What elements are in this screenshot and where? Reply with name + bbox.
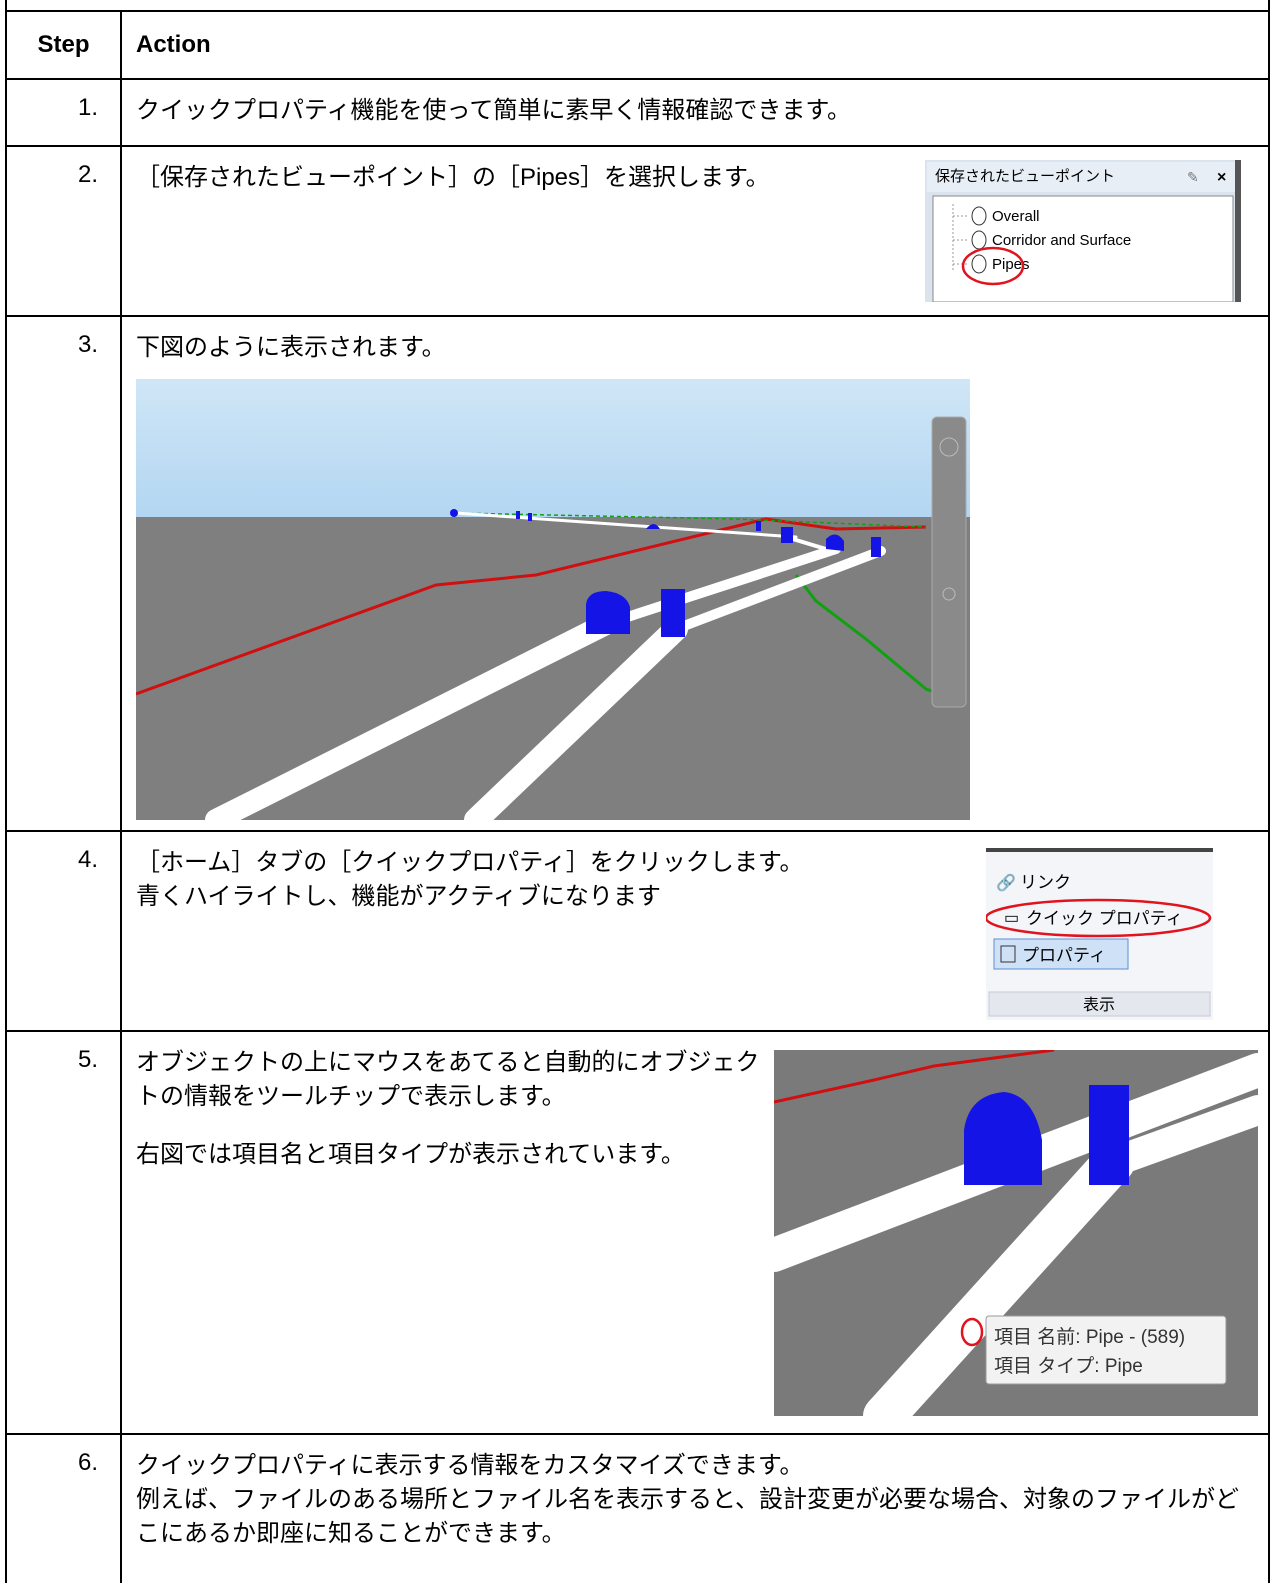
step-number: 1. <box>5 78 122 147</box>
ribbon-item: プロパティ <box>1022 946 1106 965</box>
svg-text:×: × <box>1217 169 1226 186</box>
table-cell: 下図のように表示されます。 <box>120 315 1270 832</box>
svg-text:▭: ▭ <box>1004 910 1019 927</box>
step-text: 青くハイライトし、機能がアクティブになります <box>136 883 661 910</box>
header-step: Step <box>5 10 122 80</box>
ribbon-group: 表示 <box>1083 996 1115 1014</box>
tooltip-line: 項目 名前: Pipe - (589) <box>994 1326 1185 1348</box>
svg-text:✎: ✎ <box>1187 169 1199 185</box>
step-number: 5. <box>5 1030 122 1435</box>
step-text: 下図のように表示されます。 <box>136 334 446 361</box>
step-number: 6. <box>5 1433 122 1583</box>
ribbon-item: リンク <box>1020 873 1071 892</box>
table-cell: ［保存されたビューポイント］の［Pipes］を選択します。 保存されたビューポイ… <box>120 145 1270 317</box>
step-text: 例えば、ファイルのある場所とファイル名を表示すると、設計変更が必要な場合、対象の… <box>136 1486 1240 1547</box>
step-number: 3. <box>5 315 122 832</box>
step-number: 4. <box>5 830 122 1032</box>
tooltip-line: 項目 タイプ: Pipe <box>994 1355 1143 1377</box>
panel-item: Overall <box>992 208 1040 225</box>
step-text: 右図では項目名と項目タイプが表示されています。 <box>136 1141 685 1168</box>
panel-title: 保存されたビューポイント <box>935 168 1115 185</box>
step-text: クイックプロパティに表示する情報をカスタマイズできます。 <box>136 1452 804 1479</box>
table-cell: クイックプロパティに表示する情報をカスタマイズできます。例えば、ファイルのある場… <box>120 1433 1270 1583</box>
tooltip-screenshot: 項目 名前: Pipe - (589) 項目 タイプ: Pipe <box>774 1050 1258 1416</box>
step-text: オブジェクトの上にマウスをあてると自動的にオブジェクトの情報をツールチップで表示… <box>136 1049 760 1110</box>
steps-table: Step Action 1. クイックプロパティ機能を使って簡単に素早く情報確認で… <box>5 10 1270 1583</box>
step-number: 2. <box>5 145 122 317</box>
viewpoint-panel: 保存されたビューポイント ✎ × Overall Corridor and Sur… <box>925 160 1241 302</box>
scene-screenshot <box>135 379 970 832</box>
step-text: ［ホーム］タブの［クイックプロパティ］をクリックします。 <box>136 849 804 876</box>
table-cell: オブジェクトの上にマウスをあてると自動的にオブジェクトの情報をツールチップで表示… <box>120 1030 1270 1435</box>
svg-text:🔗: 🔗 <box>996 873 1016 892</box>
step-text: クイックプロパティ機能を使って簡単に素早く情報確認できます。 <box>136 97 851 124</box>
table-cell: クイックプロパティ機能を使って簡単に素早く情報確認できます。 <box>120 78 1270 147</box>
step-text: ［保存されたビューポイント］の［Pipes］を選択します。 <box>136 164 770 191</box>
header-action: Action <box>120 10 1270 80</box>
table-cell: ［ホーム］タブの［クイックプロパティ］をクリックします。 青くハイライトし、機能が… <box>120 830 1270 1032</box>
panel-item: Corridor and Surface <box>992 232 1131 249</box>
ribbon-item: クイック プロパティ <box>1026 909 1183 928</box>
ribbon-screenshot: 🔗 リンク ▭ クイック プロパティ プロパティ 表示 <box>986 848 1213 1020</box>
